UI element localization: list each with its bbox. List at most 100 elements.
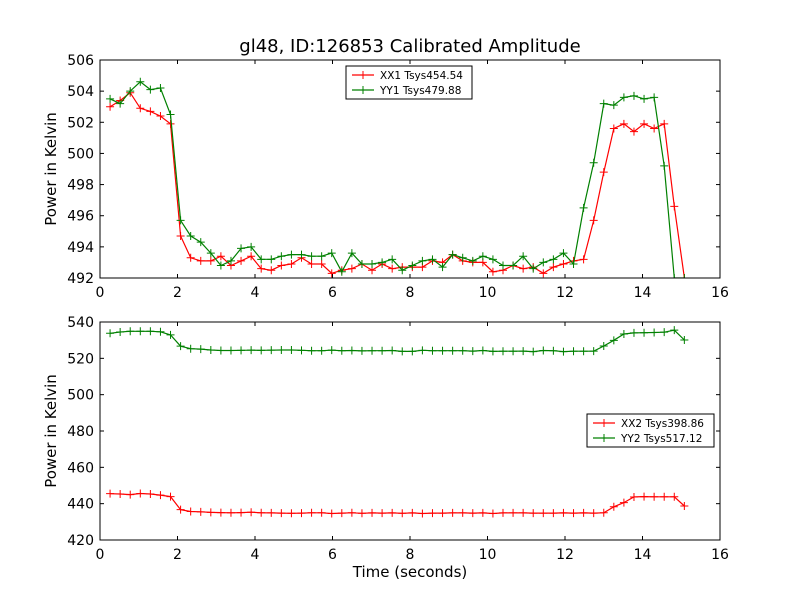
bottom-data-point xyxy=(499,508,507,517)
top-data-point xyxy=(106,102,115,111)
bottom-data-point xyxy=(408,508,417,517)
top-data-point xyxy=(176,216,185,225)
top-legend-box xyxy=(345,65,473,100)
top-legend-marker xyxy=(359,71,367,79)
top-data-point xyxy=(186,231,195,240)
top-data-point xyxy=(216,252,225,261)
bottom-y-tick-label: 460 xyxy=(67,460,94,476)
top-data-point xyxy=(196,238,205,247)
top-data-point xyxy=(539,258,548,267)
bottom-data-point xyxy=(438,346,447,355)
top-data-point xyxy=(347,264,356,273)
top-data-point xyxy=(579,203,588,212)
top-data-point xyxy=(509,261,518,270)
bottom-x-tick-label: 4 xyxy=(251,547,260,563)
bottom-data-point xyxy=(136,489,145,498)
bottom-data-point xyxy=(106,329,115,338)
top-data-point xyxy=(237,244,246,253)
x-axis-label: Time (seconds) xyxy=(352,563,468,581)
bottom-data-point xyxy=(337,509,346,518)
bottom-data-point xyxy=(579,347,588,356)
top-y-tick-label: 500 xyxy=(67,146,94,162)
bottom-data-point xyxy=(226,508,235,517)
bottom-x-tick-label: 16 xyxy=(711,547,729,563)
bottom-data-point xyxy=(609,336,618,345)
top-x-tick-label: 4 xyxy=(251,285,260,301)
top-data-point xyxy=(629,91,638,100)
bottom-data-point xyxy=(478,346,487,355)
top-data-point xyxy=(267,266,276,275)
bottom-data-point xyxy=(216,346,225,355)
top-data-point xyxy=(629,127,638,136)
top-data-point xyxy=(378,258,387,267)
bottom-data-point xyxy=(509,347,518,356)
bottom-data-point xyxy=(226,346,235,355)
bottom-data-point xyxy=(488,509,497,518)
top-series-layer xyxy=(106,77,689,278)
bottom-data-point xyxy=(317,346,326,355)
top-data-point xyxy=(640,119,649,128)
bottom-data-point xyxy=(539,509,548,518)
top-data-point xyxy=(559,249,568,258)
bottom-data-point xyxy=(206,345,215,354)
bottom-data-point xyxy=(388,346,397,355)
bottom-x-tick-label: 10 xyxy=(479,547,497,563)
bottom-data-point xyxy=(660,328,669,337)
bottom-data-point xyxy=(287,509,296,518)
bottom-data-point xyxy=(529,509,538,518)
top-data-point xyxy=(317,252,326,261)
top-data-point xyxy=(418,256,427,265)
bottom-data-point xyxy=(640,328,649,337)
top-data-point xyxy=(226,256,235,265)
bottom-data-point xyxy=(247,508,256,517)
top-data-point xyxy=(589,158,598,167)
bottom-data-point xyxy=(398,509,407,518)
top-data-point xyxy=(317,259,326,268)
bottom-data-point xyxy=(408,347,417,356)
top-data-point xyxy=(499,261,507,270)
bottom-data-point xyxy=(206,508,215,517)
bottom-legend: XX2 Tsys398.86 YY2 Tsys517.12 xyxy=(586,413,715,448)
bottom-data-point xyxy=(640,492,649,501)
top-x-tick-label: 6 xyxy=(328,285,337,301)
bottom-y-axis-label: Power in Kelvin xyxy=(42,374,60,488)
top-data-point xyxy=(609,101,618,110)
bottom-x-tick-label: 0 xyxy=(96,547,105,563)
bottom-x-tick-label: 14 xyxy=(634,547,652,563)
bottom-data-point xyxy=(337,346,346,355)
top-data-point xyxy=(478,252,487,261)
bottom-series-line-2 xyxy=(110,329,685,353)
top-data-point xyxy=(186,253,195,262)
bottom-data-point xyxy=(589,347,598,356)
top-data-point xyxy=(660,119,669,128)
top-data-point xyxy=(206,256,215,265)
bottom-data-point xyxy=(458,508,467,517)
top-data-point xyxy=(549,263,558,272)
top-data-point xyxy=(599,99,608,108)
bottom-panel: 0 2 4 6 8 10 12 14 16 420 440 460 480 500 520 540 Power… xyxy=(42,315,729,563)
bottom-data-point xyxy=(307,346,316,355)
top-data-point xyxy=(277,252,286,261)
top-data-point xyxy=(519,252,528,261)
top-data-point xyxy=(609,124,618,133)
top-data-point xyxy=(166,110,175,119)
top-data-point xyxy=(549,255,558,264)
bottom-data-point xyxy=(166,492,175,501)
bottom-data-point xyxy=(448,346,457,355)
top-panel: 0 2 4 6 8 10 12 14 16 492 494 496 498 500 502 504 506 Po… xyxy=(42,53,729,301)
bottom-data-point xyxy=(428,346,437,355)
bottom-data-point xyxy=(368,508,377,517)
bottom-data-point xyxy=(629,492,638,501)
top-series-line-2 xyxy=(109,81,685,278)
bottom-y-tick-label: 440 xyxy=(67,497,94,513)
bottom-data-point xyxy=(166,330,175,339)
bottom-data-point xyxy=(116,327,125,336)
top-data-point xyxy=(619,93,628,102)
bottom-data-point xyxy=(650,492,659,501)
top-data-point xyxy=(327,269,336,278)
bottom-data-point xyxy=(237,508,246,517)
bottom-ticks: 0 2 4 6 8 10 12 14 16 420 440 460 480 500 520 540 xyxy=(67,315,729,563)
top-y-axis-label: Power in Kelvin xyxy=(42,112,60,226)
bottom-data-point xyxy=(196,507,205,516)
